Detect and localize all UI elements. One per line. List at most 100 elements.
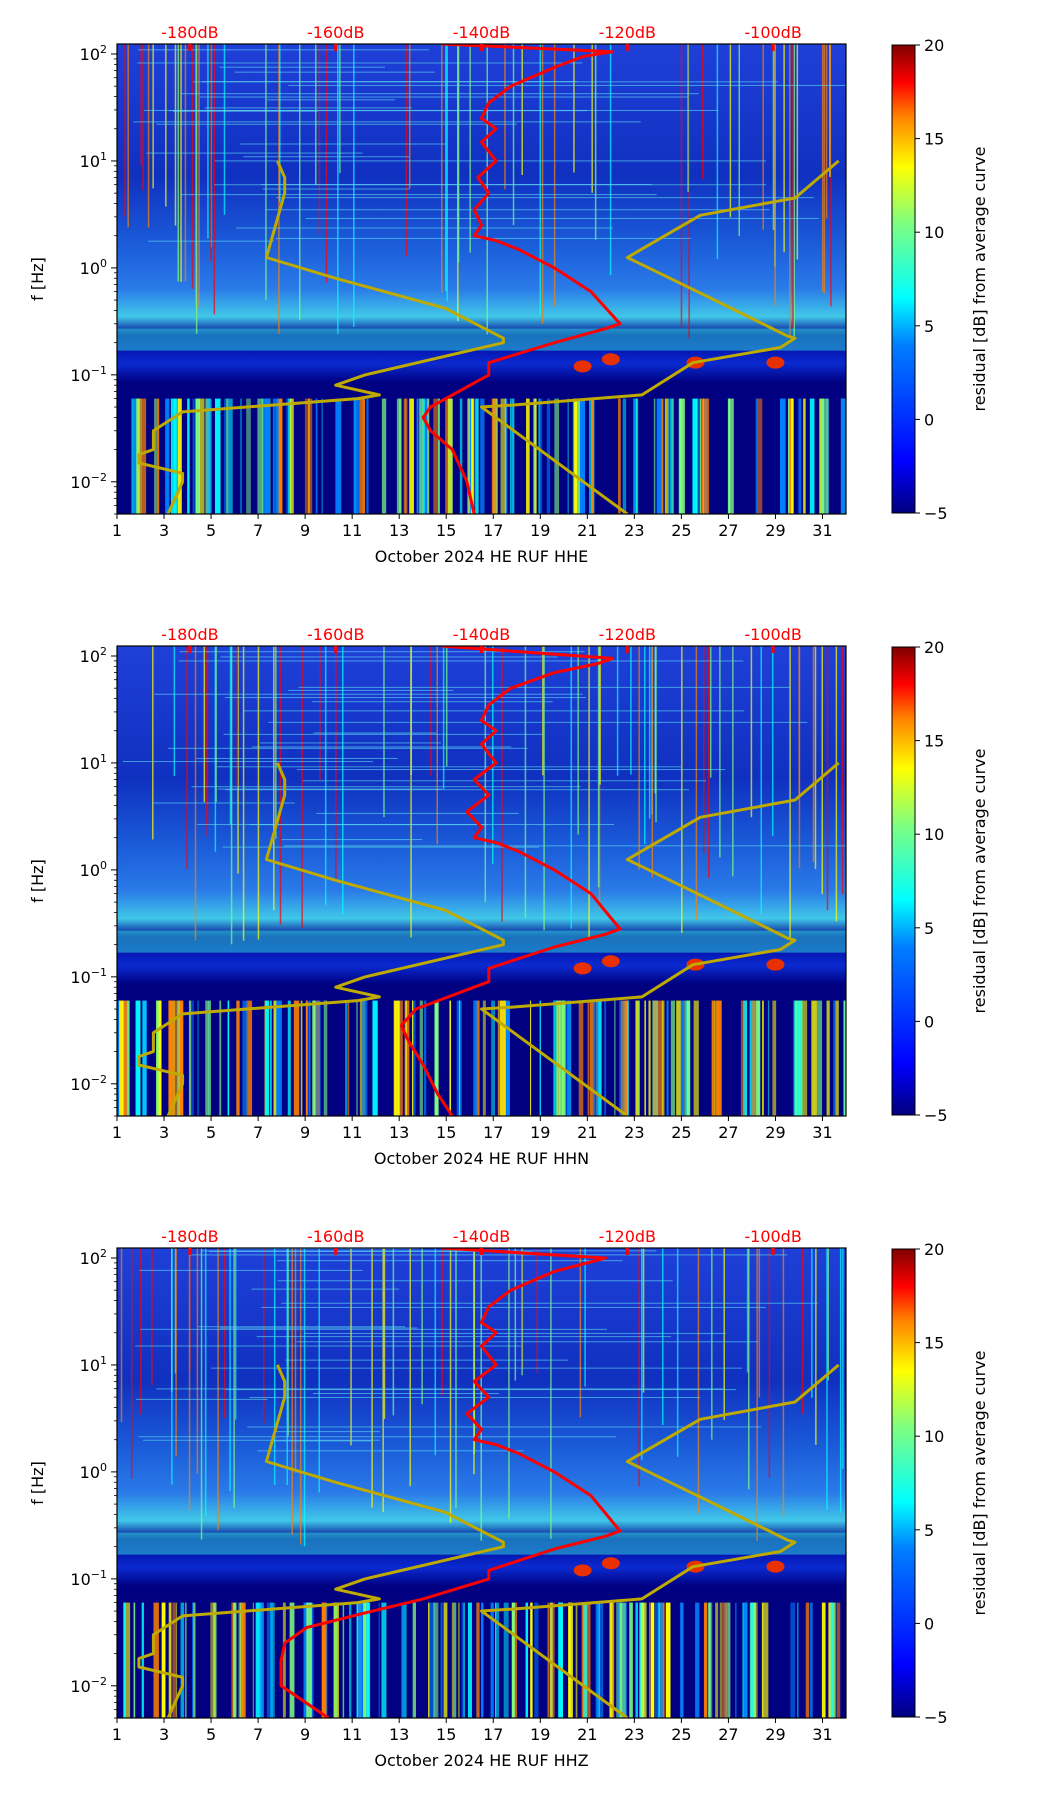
x-tick-label: 7	[253, 1123, 263, 1142]
db-tick	[480, 44, 483, 51]
x-tick-label: 13	[389, 1123, 409, 1142]
colorbar-tick-label: 5	[924, 1521, 934, 1540]
x-tick-label: 3	[159, 1725, 169, 1744]
x-tick-label: 25	[671, 1123, 691, 1142]
db-tick-label: -180dB	[161, 625, 218, 644]
colorbar-tick-label: 20	[924, 638, 944, 657]
db-tick-label: -180dB	[161, 23, 218, 42]
x-tick-label: 1	[112, 1123, 122, 1142]
y-tick-label: 102	[80, 1247, 107, 1268]
colorbar-tick-label: 10	[924, 223, 944, 242]
colorbar	[891, 1248, 916, 1718]
db-tick	[334, 1248, 338, 1255]
y-tick-label: 10−2	[70, 471, 107, 492]
nlnm-curve	[137, 762, 505, 1116]
colorbar-tick-label: 20	[924, 1240, 944, 1259]
db-tick-label: -180dB	[161, 1227, 218, 1246]
db-tick-label: -100dB	[744, 1227, 801, 1246]
nlnm-curve	[137, 160, 505, 514]
x-tick-label: 29	[765, 1725, 785, 1744]
x-tick-label: 11	[342, 521, 362, 540]
x-tick-label: 17	[483, 1725, 503, 1744]
y-tick-label: 102	[80, 43, 107, 64]
y-tick-label: 10−1	[70, 1568, 107, 1589]
x-tick-label: 15	[436, 1725, 456, 1744]
x-tick-label: 27	[718, 1123, 738, 1142]
colorbar-label: residual [dB] from average curve	[970, 1351, 989, 1616]
spectrogram-image	[117, 1248, 846, 1718]
x-tick-label: 27	[718, 1725, 738, 1744]
db-tick-label: -160dB	[307, 1227, 364, 1246]
y-axis-label: f [Hz]	[28, 1461, 47, 1505]
y-tick-label: 100	[80, 257, 107, 278]
x-tick-label: 11	[342, 1123, 362, 1142]
y-tick-label: 10−1	[70, 364, 107, 385]
db-tick	[771, 1248, 775, 1255]
x-axis-label: October 2024 HE RUF HHN	[374, 1149, 589, 1168]
x-tick-label: 27	[718, 521, 738, 540]
x-tick-label: 17	[483, 1123, 503, 1142]
x-tick-label: 7	[253, 521, 263, 540]
x-tick-label: 25	[671, 1725, 691, 1744]
x-tick-label: 5	[206, 1123, 216, 1142]
db-tick-label: -160dB	[307, 23, 364, 42]
db-tick	[625, 44, 629, 51]
db-tick-label: -100dB	[744, 625, 801, 644]
db-tick	[625, 1248, 629, 1255]
x-tick-label: 21	[577, 1725, 597, 1744]
colorbar-tick-label: 15	[924, 1334, 944, 1353]
colorbar-tick-label: 10	[924, 1427, 944, 1446]
db-tick-label: -140dB	[453, 1227, 510, 1246]
y-tick-label: 10−2	[70, 1675, 107, 1696]
db-tick	[188, 44, 192, 51]
x-tick-label: 19	[530, 1123, 550, 1142]
x-tick-label: 31	[812, 521, 832, 540]
colorbar-tick-label: −5	[924, 1106, 948, 1125]
x-tick-label: 29	[765, 521, 785, 540]
colorbar-label: residual [dB] from average curve	[970, 749, 989, 1014]
db-tick-label: -140dB	[453, 23, 510, 42]
colorbar-tick-label: 20	[924, 36, 944, 55]
y-tick-label: 101	[80, 150, 107, 171]
db-tick-label: -120dB	[599, 23, 656, 42]
y-tick-label: 100	[80, 859, 107, 880]
db-tick-label: -140dB	[453, 625, 510, 644]
db-tick	[771, 646, 775, 653]
colorbar-tick-label: 5	[924, 919, 934, 938]
x-tick-label: 31	[812, 1123, 832, 1142]
x-tick-label: 23	[624, 1725, 644, 1744]
colorbar-label: residual [dB] from average curve	[970, 147, 989, 412]
db-tick	[334, 646, 338, 653]
spectrogram-image	[117, 646, 846, 1116]
y-axis-label: f [Hz]	[28, 859, 47, 903]
x-tick-label: 15	[436, 1123, 456, 1142]
y-tick-label: 10−1	[70, 966, 107, 987]
x-tick-label: 9	[300, 1725, 310, 1744]
x-tick-label: 1	[112, 1725, 122, 1744]
x-tick-label: 9	[300, 521, 310, 540]
x-tick-label: 11	[342, 1725, 362, 1744]
x-tick-label: 21	[577, 521, 597, 540]
colorbar	[891, 44, 916, 514]
db-tick	[334, 44, 338, 51]
x-tick-label: 17	[483, 521, 503, 540]
x-tick-label: 23	[624, 1123, 644, 1142]
x-tick-label: 3	[159, 1123, 169, 1142]
colorbar-tick-label: 0	[924, 1012, 934, 1031]
average-psd-curve	[399, 646, 622, 1116]
db-tick	[480, 646, 483, 653]
x-tick-label: 5	[206, 521, 216, 540]
db-tick-label: -120dB	[599, 625, 656, 644]
y-tick-label: 101	[80, 752, 107, 773]
colorbar-tick-label: 5	[924, 317, 934, 336]
x-axis-label: October 2024 HE RUF HHE	[375, 547, 588, 566]
colorbar-tick-label: −5	[924, 504, 948, 523]
x-tick-label: 31	[812, 1725, 832, 1744]
nlnm-curve	[137, 1364, 505, 1718]
db-tick-label: -120dB	[599, 1227, 656, 1246]
db-tick	[771, 44, 775, 51]
colorbar-tick-label: 15	[924, 732, 944, 751]
